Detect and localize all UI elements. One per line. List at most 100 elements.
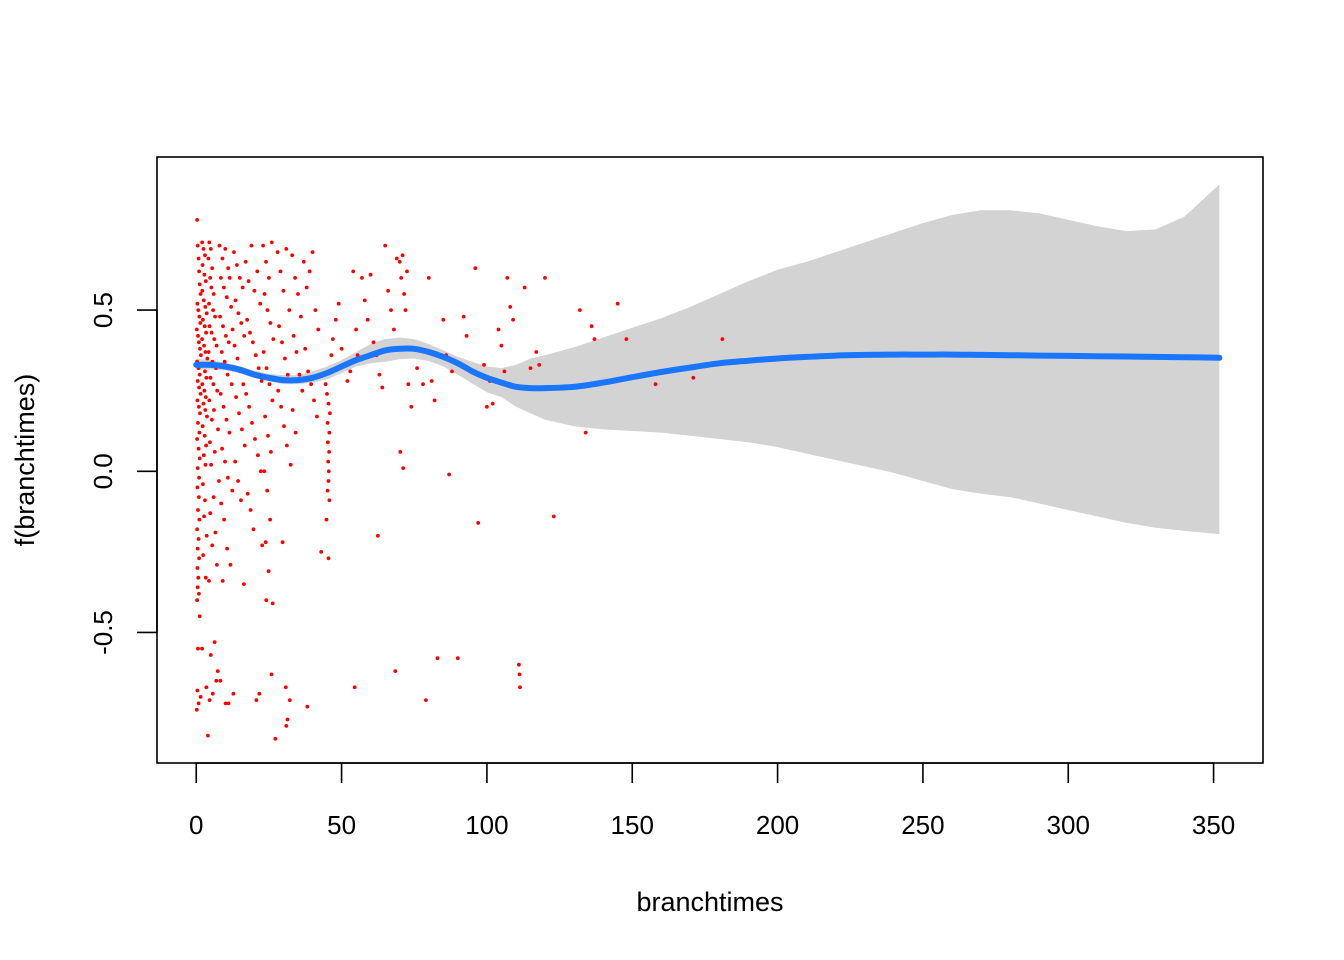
data-point — [197, 404, 201, 409]
data-point — [326, 401, 331, 406]
data-point — [267, 382, 272, 387]
data-point — [220, 256, 225, 261]
data-point — [222, 285, 226, 290]
data-point — [441, 317, 446, 322]
data-point — [301, 259, 306, 264]
data-point — [204, 375, 209, 380]
data-point — [212, 408, 216, 412]
y-axis: -0.5 0.0 0.5 — [88, 292, 158, 655]
data-point — [201, 401, 206, 406]
data-point — [226, 701, 231, 706]
data-point — [252, 288, 257, 293]
data-point — [231, 691, 236, 696]
data-point — [217, 479, 221, 483]
data-point — [592, 337, 597, 341]
data-point — [207, 579, 211, 583]
data-point — [203, 498, 207, 503]
data-point — [245, 317, 250, 322]
data-point — [476, 521, 481, 525]
data-point — [250, 421, 254, 425]
data-point — [221, 324, 225, 329]
data-point — [324, 517, 329, 522]
data-point — [393, 669, 398, 673]
data-point — [197, 269, 202, 274]
data-point — [537, 363, 542, 367]
data-point — [200, 424, 205, 429]
data-point — [263, 540, 268, 545]
data-point — [237, 276, 242, 280]
data-point — [219, 501, 224, 506]
data-point — [210, 543, 215, 548]
data-point — [227, 430, 232, 435]
data-point — [203, 305, 208, 309]
data-point — [207, 398, 212, 403]
y-tick-label: 0.0 — [88, 453, 118, 489]
data-point — [224, 417, 229, 422]
data-point — [316, 327, 321, 332]
data-point — [365, 317, 370, 322]
data-point — [215, 388, 220, 393]
data-point — [421, 382, 425, 387]
fit-line — [193, 345, 1223, 392]
data-point — [212, 640, 217, 644]
data-point — [204, 443, 209, 448]
data-point — [400, 253, 405, 258]
data-point — [261, 243, 265, 248]
data-point — [202, 272, 207, 277]
data-point — [201, 553, 206, 557]
data-point — [230, 327, 235, 332]
data-point — [360, 276, 364, 280]
data-point — [464, 334, 469, 338]
data-point — [222, 359, 227, 364]
data-point — [270, 601, 275, 606]
data-point — [233, 459, 238, 464]
data-point — [264, 259, 268, 264]
data-point — [218, 314, 223, 319]
data-point — [287, 308, 292, 312]
data-point — [208, 440, 212, 445]
data-point — [405, 269, 409, 274]
data-point — [208, 276, 213, 280]
data-point — [299, 314, 303, 319]
data-point — [228, 562, 233, 567]
data-point — [264, 598, 269, 603]
data-point — [543, 276, 547, 280]
data-point — [239, 498, 243, 503]
data-point — [278, 269, 283, 274]
data-point — [204, 330, 209, 335]
data-point — [401, 466, 406, 470]
data-point — [207, 698, 212, 702]
data-point — [691, 375, 696, 380]
data-point — [261, 350, 266, 354]
data-point — [251, 340, 255, 345]
data-point — [208, 247, 213, 251]
data-point — [218, 392, 223, 396]
data-point — [203, 408, 208, 412]
data-point — [499, 343, 504, 348]
data-point — [203, 253, 207, 258]
data-point — [209, 330, 214, 335]
data-point — [277, 324, 281, 329]
data-point — [283, 356, 287, 361]
data-point — [285, 717, 290, 722]
data-point — [589, 324, 594, 329]
confidence-band — [196, 184, 1220, 535]
data-point — [402, 292, 406, 296]
data-point — [195, 688, 200, 693]
data-point — [204, 533, 209, 538]
data-point — [265, 488, 270, 493]
data-point — [196, 575, 201, 580]
data-point — [280, 540, 285, 545]
data-point — [197, 340, 201, 345]
points-series — [194, 218, 975, 741]
data-point — [271, 337, 276, 341]
data-point — [233, 298, 238, 303]
data-point — [200, 646, 205, 651]
data-point — [307, 269, 312, 274]
data-point — [258, 469, 263, 474]
data-point — [511, 317, 515, 322]
data-point — [409, 404, 414, 409]
data-point — [455, 656, 460, 661]
data-point — [202, 514, 207, 519]
data-point — [397, 259, 402, 264]
